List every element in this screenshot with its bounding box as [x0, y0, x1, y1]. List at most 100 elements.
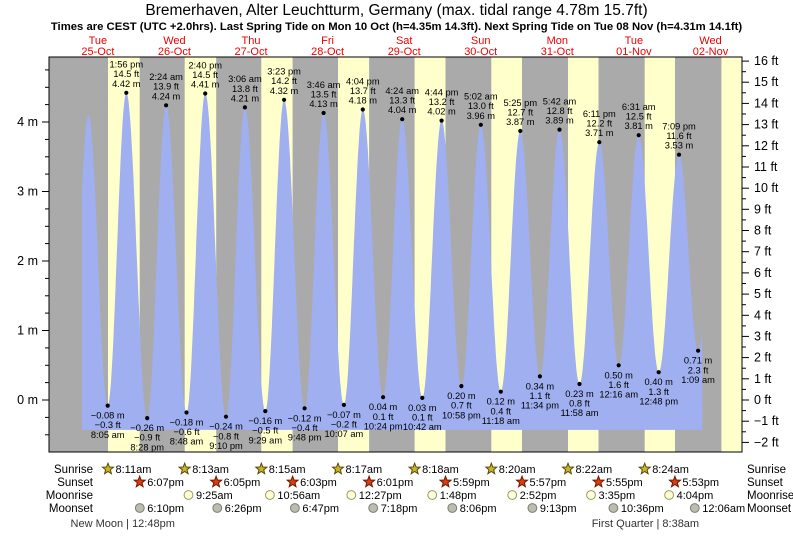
tide-annotation-line: 14.5 ft [113, 69, 139, 79]
tide-annotation-line: 0.1 ft [373, 412, 394, 422]
sunrise-icon [177, 461, 192, 475]
y-axis-label-ft: −1 ft [754, 414, 779, 428]
y-axis-label-ft: 3 ft [754, 329, 772, 343]
tide-annotation-line: 3.53 m [665, 141, 694, 151]
tide-annotation-line: 4.42 m [112, 79, 141, 89]
sunrise-row-label-right: Sunrise [747, 464, 786, 476]
low-tide-point [184, 410, 189, 415]
tide-annotation-line: −0.26 m [130, 423, 164, 433]
high-tide-point [597, 140, 602, 145]
tide-annotation-line: 8:28 pm [130, 442, 164, 452]
low-tide-point [696, 348, 701, 353]
tide-annotation-line: 4.32 m [270, 86, 299, 96]
y-axis-label-m: 2 m [17, 254, 38, 268]
tide-annotation-line: 13.3 ft [389, 96, 415, 106]
y-axis-label-ft: 16 ft [754, 54, 779, 68]
sunset-icon [285, 474, 300, 488]
tide-annotation-line: 11:58 am [560, 408, 598, 418]
tide-annotation-line: 0.04 m [369, 402, 398, 412]
moonset-time: 6:47pm [302, 503, 339, 515]
tide-annotation-line: 3.87 m [506, 117, 535, 127]
moonset-time: 12:06am [702, 503, 745, 515]
high-tide-point [242, 105, 247, 110]
tide-annotation-line: −0.16 m [248, 416, 282, 426]
tide-annotation-line: 0.71 m [684, 356, 713, 366]
tide-annotation-line: −0.9 ft [134, 433, 161, 443]
sunrise-time: 8:20am [499, 464, 536, 476]
y-axis-label-ft: 8 ft [754, 224, 772, 238]
tide-annotation-line: 12.5 ft [626, 112, 652, 122]
y-axis-label-ft: 1 ft [754, 372, 772, 386]
tide-annotation-line: 2:40 pm [188, 60, 222, 70]
moonrise-time: 9:25am [196, 490, 233, 502]
tide-annotation-line: −0.07 m [327, 410, 361, 420]
low-tide-point [381, 395, 386, 400]
tide-annotation-line: −0.5 ft [252, 426, 279, 436]
tide-annotation-line: 10:58 pm [442, 410, 481, 420]
day-name-label: Tue [625, 35, 644, 47]
day-date-label: 26-Oct [158, 46, 191, 58]
sunrise-time: 8:13am [192, 464, 229, 476]
low-tide-point [420, 395, 425, 400]
low-tide-point [263, 409, 268, 414]
sunset-row-label-left: Sunset [57, 477, 94, 489]
moonset-icon [608, 503, 619, 513]
low-tide-point [105, 403, 110, 408]
page-subtitle: Times are CEST (UTC +2.0hrs). Last Sprin… [50, 21, 743, 33]
sunset-icon [209, 474, 224, 488]
tide-annotation-line: 9:10 pm [209, 441, 243, 451]
sunrise-time: 8:24am [652, 464, 689, 476]
sunrise-time: 8:11am [116, 464, 152, 476]
tide-annotation-line: −0.12 m [288, 413, 322, 423]
moonrise-icon [586, 490, 596, 500]
moonset-row-label-left: Moonset [49, 503, 94, 515]
tide-annotation-line: −0.24 m [209, 422, 243, 432]
tide-annotation-line: 1.3 ft [648, 387, 669, 397]
tide-annotation-line: 14.5 ft [192, 70, 218, 80]
high-tide-point [360, 107, 365, 112]
y-axis-label-m: 1 m [17, 324, 38, 338]
y-axis-label-ft: −2 ft [754, 435, 779, 449]
day-date-label: 31-Oct [541, 46, 574, 58]
high-tide-point [203, 91, 208, 96]
tide-annotation-line: 10:24 pm [364, 421, 403, 431]
y-axis-label-ft: 13 ft [754, 118, 779, 132]
tide-annotation-line: 1:09 am [681, 375, 715, 385]
tide-annotation-line: 9:29 am [249, 435, 283, 445]
sunset-icon [362, 474, 376, 488]
low-tide-point [577, 381, 582, 387]
sunrise-icon [561, 461, 575, 475]
sunset-time: 6:07pm [147, 477, 184, 489]
moonrise-icon [183, 490, 194, 500]
y-axis-label-ft: 15 ft [754, 75, 779, 89]
tide-annotation-line: 4:44 pm [425, 87, 459, 97]
tide-annotation-line: 0.20 m [447, 391, 476, 401]
tide-annotation-line: 1:56 pm [110, 60, 144, 70]
sunset-row-label-right: Sunset [747, 477, 784, 489]
tide-annotation-line: 4.02 m [427, 107, 456, 117]
low-tide-point [223, 414, 229, 419]
tide-annotation-line: 4.13 m [309, 99, 338, 109]
low-tide-annotation: 0.71 m2.3 ft1:09 am [681, 356, 715, 385]
tide-annotation-line: 12:48 pm [639, 396, 678, 406]
moonrise-icon [664, 490, 674, 500]
tide-annotation-line: 1.1 ft [530, 391, 551, 401]
sunset-time: 6:05pm [224, 477, 261, 489]
y-axis-label-ft: 5 ft [754, 287, 772, 301]
y-axis-label-m: 4 m [17, 115, 38, 129]
sunset-icon [132, 474, 147, 488]
tide-curve-area [81, 92, 703, 430]
tide-annotation-line: 6:11 pm [583, 109, 616, 119]
